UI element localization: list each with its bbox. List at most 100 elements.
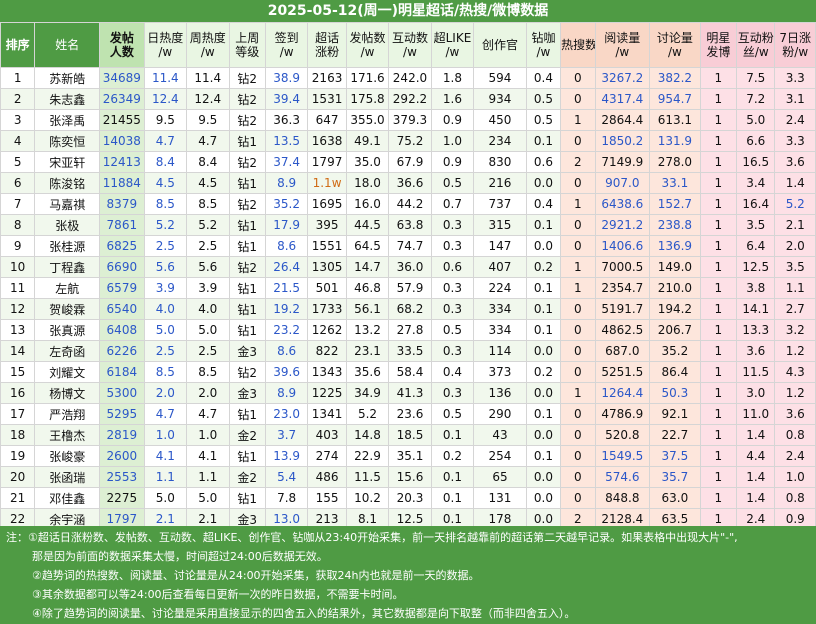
cell-creator: 315	[473, 214, 527, 236]
cell-hot-search: 0	[560, 403, 596, 425]
cell-gain7: 3.6	[774, 151, 816, 173]
cell-week-heat: 4.7	[186, 403, 230, 425]
cell-last-level: 钻1	[228, 235, 266, 257]
cell-gain7: 0.8	[774, 424, 816, 446]
cell-checkin: 19.2	[264, 298, 309, 320]
table-row: 9 张桂源 6825 2.5 2.5 钻1 8.6 1551 64.5 74.7 0.3 147 0.0…	[0, 235, 816, 257]
cell-reads: 2921.2	[594, 214, 651, 236]
cell-hot-search: 0	[560, 445, 596, 467]
cell-hot-search: 0	[560, 319, 596, 341]
cell-name: 张桂源	[34, 235, 101, 257]
cell-interact-fans: 6.4	[736, 235, 776, 257]
cell-creator: 147	[473, 235, 527, 257]
cell-creator: 407	[473, 256, 527, 278]
cell-posts: 22.9	[345, 445, 390, 467]
cell-fans: 6825	[99, 235, 145, 257]
cell-star-post: 1	[699, 403, 738, 425]
cell-last-level: 钻1	[228, 214, 266, 236]
cell-fans: 2553	[99, 466, 145, 488]
cell-gain7: 1.1	[774, 277, 816, 299]
note-2: ②趋势词的热搜数、阅读量、讨论量是从24:00开始采集，获取24h内也就是前一天…	[32, 569, 480, 582]
cell-hot-search: 0	[560, 340, 596, 362]
cell-reads: 907.0	[594, 172, 651, 194]
cell-checkin: 8.9	[264, 382, 309, 404]
cell-creator: 114	[473, 340, 527, 362]
cell-diamond: 0.2	[525, 256, 562, 278]
cell-creator: 934	[473, 88, 527, 110]
cell-name: 张泽禹	[34, 109, 101, 131]
cell-creator: 737	[473, 193, 527, 215]
cell-rank: 7	[0, 193, 36, 215]
cell-creator: 830	[473, 151, 527, 173]
cell-superlike: 0.4	[430, 361, 475, 383]
cell-last-level: 钻1	[228, 403, 266, 425]
col-fans: 发帖 人数	[99, 22, 145, 68]
cell-posts: 64.5	[345, 235, 390, 257]
cell-last-level: 钻2	[228, 151, 266, 173]
cell-rank: 8	[0, 214, 36, 236]
cell-fans: 5300	[99, 382, 145, 404]
cell-interact-fans: 12.5	[736, 256, 776, 278]
cell-creator: 594	[473, 67, 527, 89]
cell-posts: 46.8	[345, 277, 390, 299]
cell-gain7: 0.8	[774, 487, 816, 509]
cell-diamond: 0.5	[525, 109, 562, 131]
table-row: 19 张峻豪 2600 4.1 4.1 钻1 13.9 274 22.9 35.1 0.2 254 0.…	[0, 445, 816, 467]
cell-day-heat: 4.7	[143, 130, 188, 152]
cell-interact: 292.2	[388, 88, 432, 110]
cell-reads: 6438.6	[594, 193, 651, 215]
cell-name: 张函瑞	[34, 466, 101, 488]
cell-checkin: 8.6	[264, 235, 309, 257]
cell-reads: 1264.4	[594, 382, 651, 404]
cell-gain7: 4.3	[774, 361, 816, 383]
cell-creator: 290	[473, 403, 527, 425]
cell-interact: 36.0	[388, 256, 432, 278]
cell-hot-search: 2	[560, 151, 596, 173]
col-super-gain: 超话 涨粉	[307, 22, 347, 68]
cell-rank: 6	[0, 172, 36, 194]
cell-rank: 20	[0, 466, 36, 488]
cell-gain7: 1.0	[774, 466, 816, 488]
cell-creator: 131	[473, 487, 527, 509]
cell-day-heat: 5.0	[143, 319, 188, 341]
cell-day-heat: 1.1	[143, 466, 188, 488]
cell-checkin: 37.4	[264, 151, 309, 173]
cell-star-post: 1	[699, 256, 738, 278]
table-row: 15 刘耀文 6184 8.5 8.5 钻2 39.6 1343 35.6 58.4 0.4 373 0…	[0, 361, 816, 383]
cell-week-heat: 5.2	[186, 214, 230, 236]
cell-hot-search: 0	[560, 214, 596, 236]
cell-reads: 848.8	[594, 487, 651, 509]
cell-diamond: 0.1	[525, 298, 562, 320]
cell-checkin: 7.8	[264, 487, 309, 509]
cell-discuss: 37.5	[649, 445, 701, 467]
cell-rank: 15	[0, 361, 36, 383]
cell-super-gain: 647	[307, 109, 347, 131]
cell-star-post: 1	[699, 172, 738, 194]
cell-interact: 44.2	[388, 193, 432, 215]
cell-fans: 6579	[99, 277, 145, 299]
cell-interact-fans: 3.0	[736, 382, 776, 404]
table-row: 8 张极 7861 5.2 5.2 钻1 17.9 395 44.5 63.8 0.3 315 0.1 0…	[0, 214, 816, 236]
cell-interact: 68.2	[388, 298, 432, 320]
cell-posts: 16.0	[345, 193, 390, 215]
cell-name: 严浩翔	[34, 403, 101, 425]
cell-gain7: 2.7	[774, 298, 816, 320]
cell-gain7: 3.3	[774, 130, 816, 152]
col-name: 姓名	[34, 22, 101, 68]
cell-interact-fans: 13.3	[736, 319, 776, 341]
cell-week-heat: 3.9	[186, 277, 230, 299]
cell-superlike: 0.3	[430, 277, 475, 299]
cell-rank: 3	[0, 109, 36, 131]
cell-day-heat: 8.5	[143, 193, 188, 215]
cell-interact: 33.5	[388, 340, 432, 362]
cell-posts: 35.6	[345, 361, 390, 383]
cell-star-post: 1	[699, 340, 738, 362]
cell-week-heat: 1.0	[186, 424, 230, 446]
table-row: 12 贺峻霖 6540 4.0 4.0 钻1 19.2 1733 56.1 68.2 0.3 334 0…	[0, 298, 816, 320]
cell-star-post: 1	[699, 151, 738, 173]
cell-checkin: 39.4	[264, 88, 309, 110]
cell-fans: 2275	[99, 487, 145, 509]
col-checkin: 签到/w	[264, 22, 309, 68]
cell-rank: 1	[0, 67, 36, 89]
